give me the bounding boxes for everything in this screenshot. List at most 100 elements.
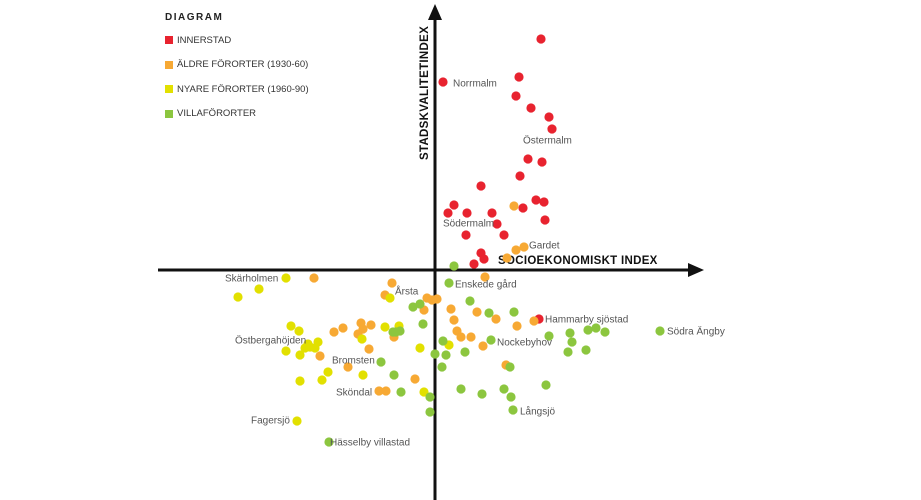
legend-item-nyare-forort: NYARE FÖRORTER (1960-90) [165,83,309,95]
data-point [430,349,440,359]
point-label: Sköndal [336,388,372,399]
data-point [441,350,451,360]
legend-item-aldre-forort: ÄLDRE FÖRORTER (1930-60) [165,59,309,71]
data-point [437,362,447,372]
data-point [466,332,476,342]
data-point [511,91,521,101]
data-point [310,343,320,353]
data-point [511,245,521,255]
data-point [324,437,334,447]
chart-legend: DIAGRAM INNERSTAD ÄLDRE FÖRORTER (1930-6… [165,12,309,132]
point-label: Fagersjö [251,416,290,427]
data-point [357,334,367,344]
data-point [366,320,376,330]
legend-label: INNERSTAD [177,34,232,46]
data-point [529,316,539,326]
data-point [505,362,515,372]
data-point [444,278,454,288]
data-point [655,326,665,336]
data-point [523,154,533,164]
data-point [456,384,466,394]
data-point [486,335,496,345]
data-point [519,242,529,252]
data-point [537,157,547,167]
data-point [460,347,470,357]
data-point [358,324,368,334]
data-point [547,124,557,134]
point-label: Skärholmen [225,274,278,285]
point-label: Södermalm [443,219,494,230]
data-point [478,341,488,351]
point-label: Bromsten [332,356,375,367]
data-point [233,292,243,302]
data-point [418,319,428,329]
point-label: Nockebyhov [497,338,552,349]
point-label: Hässelby villastad [330,438,410,449]
data-point [281,346,291,356]
data-point [380,322,390,332]
data-point [254,284,264,294]
data-point [540,215,550,225]
data-point [286,321,296,331]
data-point [281,273,291,283]
data-point [295,350,305,360]
data-point [465,296,475,306]
data-point [309,273,319,283]
data-point [480,272,490,282]
data-point [565,328,575,338]
y-axis-label: STADSKVALITETINDEX [419,26,431,160]
data-point [476,181,486,191]
data-point [438,336,448,346]
legend-label: ÄLDRE FÖRORTER (1930-60) [177,59,309,70]
data-point [343,362,353,372]
data-point [508,405,518,415]
data-point [487,208,497,218]
y-axis-arrow-icon [428,4,442,20]
data-point [477,389,487,399]
data-point [472,307,482,317]
data-point [456,332,466,342]
axes: SOCIOEKONOMISKT INDEX STADSKVALITETINDEX [158,4,704,500]
data-point [389,370,399,380]
point-label: Norrmalm [453,79,497,90]
point-label: Östbergahöjden [235,335,306,347]
data-point [514,72,524,82]
data-point [364,344,374,354]
data-point [491,314,501,324]
data-point [461,230,471,240]
data-point [338,323,348,333]
data-point [381,386,391,396]
legend-swatch [165,109,173,118]
data-point [292,416,302,426]
data-point [408,302,418,312]
data-point [387,278,397,288]
data-point [443,208,453,218]
data-point [449,261,459,271]
data-point [438,77,448,87]
data-point [509,307,519,317]
data-point [526,103,536,113]
data-point [294,326,304,336]
data-point [449,315,459,325]
data-point [385,293,395,303]
point-label: Årsta [395,285,419,298]
point-label: Södra Ängby [667,326,725,338]
data-point [499,230,509,240]
point-label: Östermalm [523,135,572,147]
data-point [315,351,325,361]
data-point [515,171,525,181]
data-point [512,321,522,331]
data-point [581,345,591,355]
data-point [544,331,554,341]
legend-label: NYARE FÖRORTER (1960-90) [177,83,309,95]
legend-swatch [165,60,173,69]
data-point [329,327,339,337]
data-point [427,295,437,305]
data-point [583,325,593,335]
data-point [563,347,573,357]
data-point [499,384,509,394]
legend-title: DIAGRAM [165,12,224,23]
data-point [591,323,601,333]
data-point [391,327,401,337]
